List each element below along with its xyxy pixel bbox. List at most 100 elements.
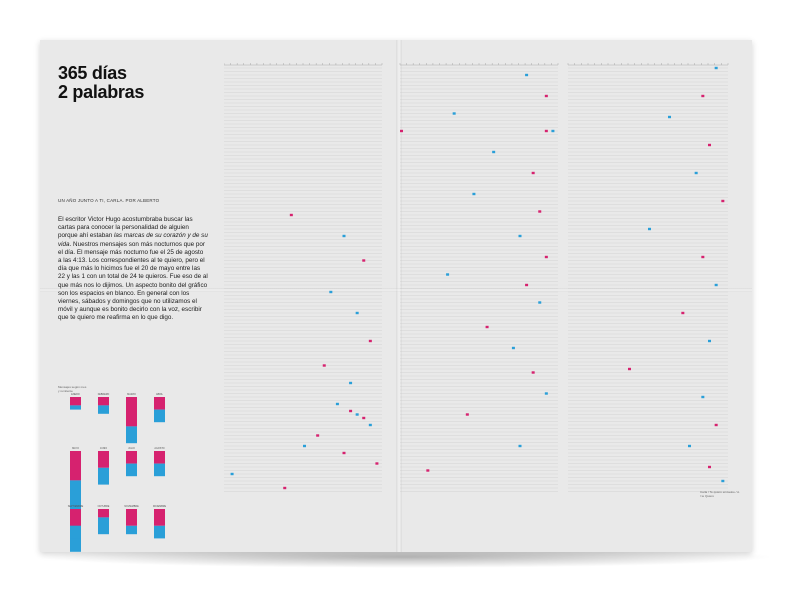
message-dot — [701, 395, 705, 399]
message-dot — [492, 150, 496, 154]
message-dot — [531, 371, 535, 374]
month-label: JUNIO — [100, 447, 107, 450]
bar-magenta — [70, 451, 81, 481]
message-dot — [349, 409, 353, 413]
message-dot — [452, 112, 456, 115]
bar-magenta — [70, 397, 81, 406]
message-dot — [551, 129, 555, 133]
monthly-bars-chart: ENERO FEBRERO MARZO ABRIL MAYO JUNIO JULIO AGOS… — [68, 393, 167, 552]
message-dot — [714, 423, 718, 427]
message-dot — [714, 283, 718, 287]
bar-blue — [98, 405, 109, 414]
month-label: SEPTIEMBRE — [68, 505, 84, 508]
body-intro: El escritor Victor Hugo acostumbraba bus… — [58, 216, 193, 240]
message-dot — [362, 416, 366, 420]
bars-legend: Mensajes según mes y remitente — [58, 385, 87, 393]
message-dot — [342, 234, 346, 238]
message-dot — [316, 434, 320, 437]
bar-blue — [154, 409, 165, 423]
message-dot — [342, 451, 346, 455]
message-dot — [400, 129, 403, 133]
bar-blue — [70, 405, 81, 410]
month-label: DICIEMBRE — [153, 505, 167, 508]
bar-magenta — [154, 451, 165, 464]
message-dot — [303, 444, 306, 448]
message-dot — [472, 192, 476, 196]
message-dot — [701, 255, 705, 259]
message-dot — [525, 73, 529, 77]
bar-magenta — [154, 397, 165, 410]
message-dot — [329, 290, 333, 294]
message-dot — [681, 311, 685, 315]
message-dot — [355, 311, 359, 315]
message-dot — [485, 325, 489, 329]
message-dot — [544, 392, 548, 395]
message-dot — [518, 444, 522, 448]
message-dot — [714, 66, 718, 70]
bar-blue — [154, 463, 165, 477]
bar-magenta — [126, 451, 137, 464]
month-label: MARZO — [127, 393, 136, 396]
message-dot — [531, 171, 535, 175]
message-dot — [511, 346, 515, 350]
message-dot — [544, 255, 548, 259]
month-label: ENERO — [71, 393, 80, 396]
bar-blue — [126, 426, 137, 444]
message-dot — [446, 273, 450, 276]
message-dot — [538, 210, 542, 213]
bar-blue — [126, 463, 137, 477]
bar-magenta — [98, 451, 109, 468]
message-dot — [708, 143, 711, 147]
message-dot — [544, 129, 548, 133]
bar-blue — [70, 525, 81, 539]
poster-title-line-1: 365 días — [58, 63, 127, 83]
bar-blue — [126, 525, 137, 535]
month-label: AGOSTO — [154, 447, 164, 450]
poster-title-line-2: 2 palabras — [58, 82, 145, 102]
poster-title: 365 días 2 palabras — [58, 64, 144, 102]
month-label: ABRIL — [156, 393, 164, 396]
message-dot — [694, 171, 698, 175]
message-dot — [538, 301, 542, 304]
message-dot — [283, 486, 287, 490]
message-dot — [628, 367, 631, 371]
message-dot — [375, 462, 379, 465]
bar-blue — [154, 525, 165, 539]
message-dot — [518, 234, 522, 238]
message-dot — [544, 94, 548, 98]
bar-blue — [98, 467, 109, 485]
poster: 365 días 2 palabras UN AÑO JUNTO A TI, C… — [40, 40, 752, 552]
message-dot — [721, 479, 725, 483]
poster-body-text: El escritor Victor Hugo acostumbraba bus… — [58, 216, 208, 323]
message-dot — [230, 472, 234, 476]
daily-hour-dot-chart — [224, 63, 729, 492]
bar-magenta — [98, 509, 109, 518]
bar-magenta — [98, 397, 109, 406]
message-dot — [349, 381, 353, 385]
message-dot — [648, 227, 651, 231]
message-dot — [426, 469, 430, 472]
poster-subtitle: UN AÑO JUNTO A TI, CARLA. POR ALBERTO — [58, 198, 160, 203]
month-label: NOVIEMBRE — [124, 505, 139, 508]
month-label: FEBRERO — [98, 393, 110, 396]
horizontal-fold — [40, 288, 752, 292]
message-dot — [368, 423, 372, 427]
message-dot — [368, 339, 372, 343]
message-dot — [721, 199, 725, 203]
body-rest: . Nuestros mensajes son más nocturnos qu… — [58, 240, 208, 322]
message-dot — [289, 213, 293, 217]
month-label: OCTUBRE — [98, 505, 110, 508]
month-label: JULIO — [128, 447, 135, 450]
message-dot — [708, 339, 711, 343]
message-dot — [701, 94, 705, 98]
message-dot — [708, 465, 711, 469]
message-dot — [668, 115, 671, 119]
message-dot — [355, 413, 359, 416]
message-dot — [322, 364, 326, 367]
bar-magenta — [126, 509, 137, 526]
bar-magenta — [154, 509, 165, 526]
message-dot — [688, 444, 691, 448]
month-label: MAYO — [72, 447, 79, 450]
bar-magenta — [70, 509, 81, 526]
vertical-fold — [396, 40, 402, 552]
